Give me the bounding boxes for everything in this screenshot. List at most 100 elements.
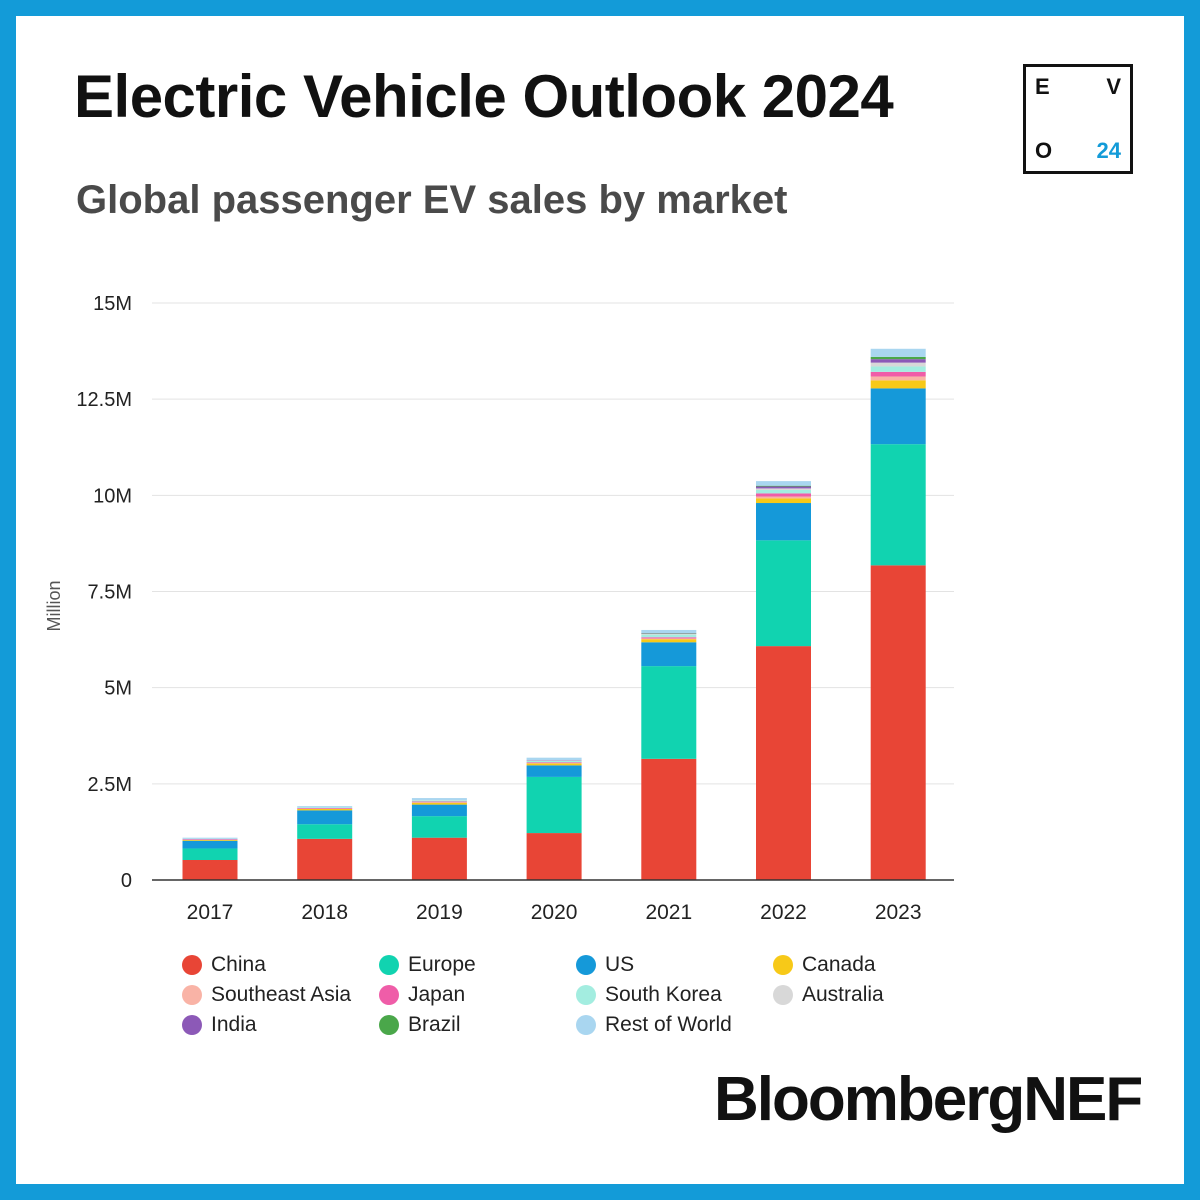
bar-segment-canada: [641, 639, 697, 643]
bar-segment-europe: [870, 444, 926, 566]
logo-year: 24: [1096, 138, 1121, 163]
legend-item: Brazil: [379, 1013, 576, 1036]
legend-swatch: [576, 985, 596, 1005]
bar-segment-southeast-asia: [641, 638, 697, 640]
bar-segment-us: [526, 765, 582, 777]
y-tick-label: 15M: [93, 293, 132, 315]
legend-item: India: [182, 1013, 379, 1036]
bar-segment-china: [870, 565, 926, 880]
bar-segment-japan: [641, 637, 697, 639]
chart-subtitle: Global passenger EV sales by market: [76, 178, 788, 222]
legend-swatch: [379, 985, 399, 1005]
bar-segment-brazil: [870, 356, 926, 360]
bar-segment-southeast-asia: [870, 376, 926, 381]
legend-item: Canada: [773, 953, 942, 976]
legend-label: Europe: [408, 953, 476, 976]
infographic-card: Electric Vehicle Outlook 2024 E V O 24 G…: [16, 16, 1184, 1184]
legend-swatch: [182, 985, 202, 1005]
bar-segment-japan: [182, 839, 238, 840]
bar-segment-china: [756, 646, 811, 880]
evo-logo: E V O 24: [1023, 64, 1133, 174]
bar-segment-us: [641, 642, 697, 667]
bar-segment-southeast-asia: [756, 496, 811, 499]
legend-item: China: [182, 953, 379, 976]
legend-swatch: [576, 1015, 596, 1035]
bar-segment-japan: [526, 762, 582, 764]
bar-segment-brazil: [756, 485, 811, 487]
bar-segment-us: [756, 503, 811, 541]
bar-segment-china: [411, 837, 467, 880]
page-title: Electric Vehicle Outlook 2024: [74, 63, 894, 130]
bar-segment-us: [182, 840, 238, 849]
logo-letter-v: V: [1106, 74, 1121, 99]
bar-segment-japan: [870, 371, 926, 377]
bar-segment-us: [870, 388, 926, 445]
bar-segment-rest-of-world: [411, 798, 467, 800]
brand-logo: BloombergNEF: [714, 1065, 1143, 1134]
y-tick-label: 7.5M: [88, 582, 132, 604]
bar-segment-europe: [756, 540, 811, 647]
legend-item: Japan: [379, 983, 576, 1006]
y-tick-label: 0: [121, 870, 132, 892]
x-tick-label: 2018: [301, 901, 348, 924]
legend-item: Australia: [773, 983, 942, 1006]
legend-label: South Korea: [605, 983, 722, 1006]
bar-segment-china: [641, 758, 697, 880]
y-tick-label: 2.5M: [88, 774, 132, 796]
bar-segment-rest-of-world: [526, 757, 582, 760]
x-tick-label: 2017: [187, 901, 234, 924]
bar-segment-canada: [756, 498, 811, 504]
chart-legend: China Europe US Canada Southeast Asia Japan So…: [182, 953, 942, 1036]
logo-letter-e: E: [1035, 74, 1050, 99]
bar-segment-china: [297, 838, 353, 880]
bar-segment-south-korea: [297, 807, 353, 809]
bar-segment-canada: [870, 380, 926, 389]
bar-segment-south-korea: [870, 366, 926, 372]
legend-item: Rest of World: [576, 1013, 773, 1036]
bar-segment-japan: [756, 493, 811, 497]
bar-segment-europe: [182, 848, 238, 860]
legend-label: Brazil: [408, 1013, 461, 1036]
bar-segment-south-korea: [411, 800, 467, 802]
legend-label: Japan: [408, 983, 466, 1006]
legend-swatch: [576, 955, 596, 975]
bar-segment-europe: [411, 816, 467, 838]
bar-segment-canada: [526, 763, 582, 766]
bar-segment-canada: [411, 802, 467, 805]
legend-item: Southeast Asia: [182, 983, 379, 1006]
bar-segment-india: [870, 359, 926, 363]
bar-segment-south-korea: [641, 634, 697, 638]
legend-swatch: [773, 985, 793, 1005]
legend-label: US: [605, 953, 635, 976]
legend-swatch: [379, 955, 399, 975]
bar-segment-europe: [526, 776, 582, 834]
y-tick-label: 12.5M: [76, 389, 132, 411]
bar-segment-rest-of-world: [641, 629, 697, 634]
bar-segment-japan: [297, 808, 353, 809]
y-axis-label: Million: [44, 580, 64, 631]
x-tick-label: 2020: [531, 901, 578, 924]
bar-segment-australia: [870, 362, 926, 367]
legend-label: China: [211, 953, 266, 976]
legend-swatch: [182, 1015, 202, 1035]
legend-label: Canada: [802, 953, 876, 976]
x-tick-label: 2021: [645, 901, 692, 924]
bar-segment-australia: [641, 633, 697, 635]
bar-segment-us: [297, 810, 353, 825]
bar-segment-canada: [297, 808, 353, 811]
bar-segment-south-korea: [526, 760, 582, 763]
bar-segment-japan: [411, 801, 467, 803]
bar-segment-china: [182, 859, 238, 880]
bar-segment-india: [756, 486, 811, 489]
legend-swatch: [182, 955, 202, 975]
y-tick-label: 5M: [104, 678, 132, 700]
stacked-bar-chart: 0 2.5M 5M 7.5M 10M 12.5M 15M Million 2017 2018 201…: [44, 293, 954, 924]
legend-label: Southeast Asia: [211, 983, 352, 1006]
bar-segment-rest-of-world: [756, 481, 811, 486]
legend-label: India: [211, 1013, 257, 1036]
legend-item: US: [576, 953, 773, 976]
y-tick-label: 10M: [93, 485, 132, 507]
bar-segment-south-korea: [756, 489, 811, 494]
logo-letter-o: O: [1035, 138, 1053, 163]
bar-segment-europe: [641, 666, 697, 759]
